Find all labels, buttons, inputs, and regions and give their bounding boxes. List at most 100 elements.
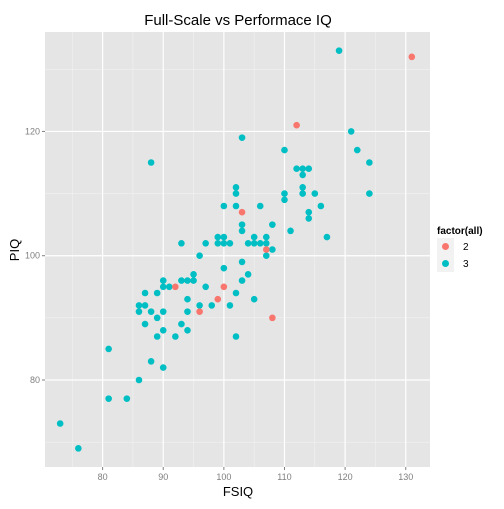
- point-series-3: [202, 283, 209, 291]
- legend-marker-3: [442, 260, 449, 267]
- x-tick-label: 130: [398, 472, 413, 482]
- point-series-2: [269, 314, 276, 322]
- point-series-3: [256, 239, 264, 247]
- point-series-2: [238, 208, 246, 216]
- legend-marker-2: [442, 243, 449, 250]
- point-series-3: [299, 184, 306, 191]
- point-series-3: [135, 376, 143, 384]
- point-series-3: [141, 302, 149, 309]
- point-series-3: [141, 320, 149, 328]
- point-series-3: [135, 302, 143, 309]
- point-series-3: [317, 202, 325, 210]
- point-series-3: [335, 47, 343, 54]
- point-series-3: [281, 190, 288, 197]
- point-series-3: [299, 190, 306, 197]
- point-series-3: [281, 146, 288, 154]
- y-axis-label: PIQ: [7, 239, 22, 261]
- point-series-3: [262, 239, 270, 247]
- point-series-3: [244, 271, 252, 278]
- point-series-3: [220, 233, 228, 241]
- grid-lines: [45, 32, 430, 467]
- point-series-3: [256, 202, 264, 210]
- point-series-3: [214, 233, 222, 241]
- point-series-3: [105, 345, 112, 353]
- point-series-3: [208, 302, 216, 309]
- point-series-3: [159, 326, 167, 334]
- point-series-3: [232, 333, 240, 340]
- point-series-3: [214, 239, 222, 247]
- x-tick-label: 110: [277, 472, 291, 482]
- point-series-3: [250, 295, 258, 303]
- point-series-3: [172, 333, 179, 340]
- point-series-2: [408, 53, 416, 61]
- point-series-3: [305, 215, 313, 222]
- point-series-3: [238, 134, 246, 141]
- point-series-3: [226, 302, 234, 309]
- point-series-3: [75, 445, 82, 452]
- point-series-3: [105, 395, 112, 402]
- point-series-2: [262, 246, 270, 253]
- point-series-3: [159, 277, 167, 284]
- point-series-3: [238, 258, 246, 266]
- point-series-3: [238, 227, 246, 235]
- x-tick-label: 100: [216, 472, 231, 482]
- point-series-3: [178, 239, 185, 247]
- point-series-3: [159, 364, 167, 371]
- x-axis-ticks: 80 90 100 110 120 130: [98, 467, 413, 482]
- point-series-3: [178, 277, 185, 284]
- point-series-3: [147, 159, 155, 166]
- x-tick-label: 90: [158, 472, 168, 482]
- point-series-3: [56, 420, 64, 427]
- y-tick-label: 120: [25, 126, 40, 136]
- point-series-3: [262, 233, 270, 241]
- chart-title: Full-Scale vs Performace IQ: [144, 12, 332, 29]
- y-tick-label: 80: [30, 375, 40, 385]
- point-series-3: [232, 190, 240, 197]
- data-points: [56, 47, 416, 452]
- point-series-3: [153, 333, 161, 340]
- y-tick-label: 100: [25, 251, 40, 261]
- point-series-3: [281, 196, 288, 204]
- point-series-3: [232, 184, 240, 191]
- point-series-3: [238, 277, 246, 284]
- point-series-3: [153, 314, 161, 322]
- point-series-2: [293, 121, 300, 129]
- x-tick-label: 80: [98, 472, 108, 482]
- legend-label-3: 3: [463, 259, 469, 270]
- point-series-3: [323, 233, 331, 241]
- point-series-3: [244, 239, 252, 247]
- point-series-2: [196, 308, 203, 315]
- legend-label-2: 2: [463, 242, 469, 253]
- point-series-3: [147, 358, 155, 365]
- point-series-3: [159, 283, 167, 291]
- point-series-3: [190, 271, 197, 278]
- point-series-3: [220, 239, 228, 247]
- point-series-3: [190, 277, 197, 284]
- point-series-3: [366, 190, 373, 197]
- point-series-3: [353, 146, 361, 154]
- point-series-3: [311, 190, 319, 197]
- point-series-3: [202, 239, 209, 247]
- point-series-3: [238, 221, 246, 228]
- x-axis-label: FSIQ: [223, 484, 253, 499]
- point-series-3: [269, 221, 276, 228]
- point-series-3: [299, 171, 306, 179]
- point-series-3: [269, 246, 276, 253]
- point-series-3: [262, 252, 270, 260]
- point-series-3: [165, 283, 173, 291]
- point-series-3: [232, 289, 240, 297]
- point-series-3: [220, 202, 228, 210]
- plot-panel: [45, 32, 430, 467]
- point-series-3: [178, 320, 185, 328]
- point-series-3: [287, 227, 294, 235]
- point-series-3: [196, 302, 203, 309]
- point-series-3: [184, 277, 191, 284]
- point-series-3: [305, 208, 313, 216]
- y-axis-ticks: 80 100 120: [25, 126, 45, 385]
- point-series-3: [250, 233, 258, 241]
- point-series-3: [347, 128, 355, 135]
- point-series-3: [293, 165, 300, 173]
- point-series-3: [184, 295, 191, 303]
